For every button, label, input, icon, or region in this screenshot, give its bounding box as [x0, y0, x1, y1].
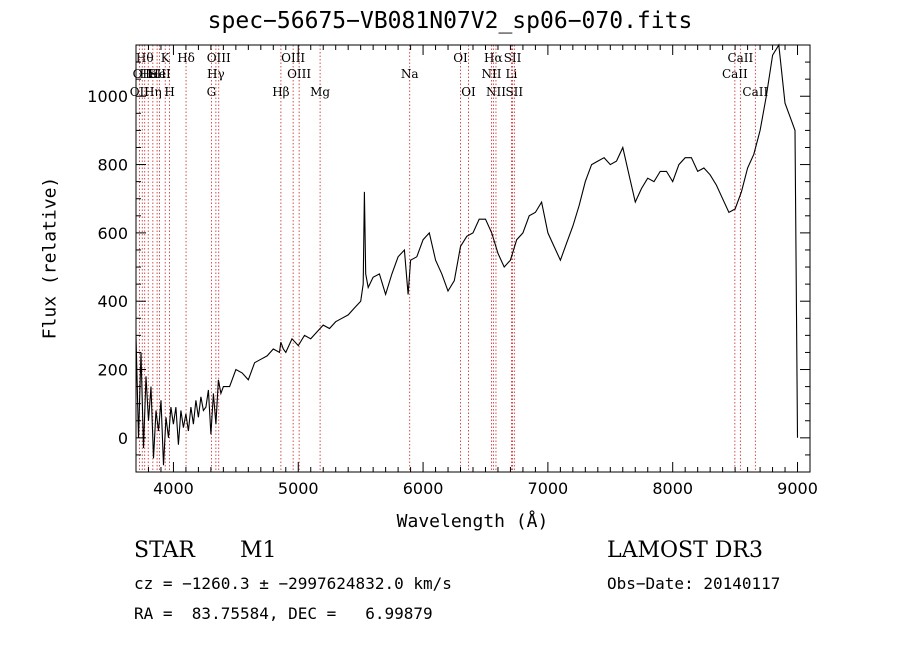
line-label-25: SII [505, 85, 523, 99]
line-label-2: Hθ [136, 51, 154, 65]
line-label-26: CaII [722, 67, 748, 81]
line-label-13: Hβ [272, 85, 289, 99]
survey-name: LAMOST DR3 [607, 538, 763, 563]
line-label-3: He [139, 67, 157, 81]
object-class: STAR [134, 538, 195, 563]
line-label-28: CaII [742, 85, 768, 99]
x-tick-label-7000: 7000 [528, 479, 569, 498]
obs-date: Obs−Date: 20140117 [607, 574, 781, 593]
line-label-23: Li [506, 67, 518, 81]
line-label-27: CaII [727, 51, 753, 65]
y-tick-label-600: 600 [97, 224, 128, 243]
redshift-text: cz = −1260.3 ± −2997624832.0 km/s [134, 574, 452, 593]
y-tick-label-1000: 1000 [87, 87, 128, 106]
line-label-17: Na [401, 67, 419, 81]
line-label-24: SII [504, 51, 522, 65]
y-axis-label: Flux (relative) [39, 176, 61, 340]
line-label-10: G [207, 85, 217, 99]
line-label-5: SII [148, 67, 166, 81]
line-label-0: OII [130, 85, 150, 99]
line-label-22: NII [486, 85, 506, 99]
line-label-18: OI [453, 51, 468, 65]
spectrum-line [135, 43, 799, 466]
emission-line-labels: OIIOIIHθHeHηSIIHeIKHHδGHγOIIIHβOIIIOIIIM… [130, 51, 769, 99]
line-label-1: OII [133, 67, 153, 81]
y-tick-label-400: 400 [97, 292, 128, 311]
line-label-11: Hγ [207, 67, 225, 81]
y-tick-label-200: 200 [97, 361, 128, 380]
emission-line-markers [138, 45, 756, 472]
axis-ticks: 4000 5000 6000 7000 8000 9000 0 200 400 600 800 100… [87, 45, 818, 498]
x-tick-label-6000: 6000 [403, 479, 444, 498]
chart-title: spec−56675−VB081N07V2_sp06−070.fits [207, 8, 693, 34]
x-tick-label-5000: 5000 [278, 479, 319, 498]
line-label-4: Hη [144, 85, 162, 99]
line-label-7: K [161, 51, 171, 65]
line-label-20: NII [481, 67, 501, 81]
x-axis-label: Wavelength (Å) [396, 511, 549, 532]
plot-frame [135, 44, 811, 473]
x-tick-label-8000: 8000 [652, 479, 693, 498]
x-tick-label-4000: 4000 [153, 479, 194, 498]
line-label-12: OIII [207, 51, 231, 65]
line-label-21: Hα [484, 51, 503, 65]
line-label-8: H [164, 85, 174, 99]
line-label-14: OIII [281, 51, 305, 65]
object-subclass: M1 [240, 538, 277, 563]
line-label-15: OIII [287, 67, 311, 81]
coordinates: RA = 83.75584, DEC = 6.99879 [134, 604, 433, 623]
line-label-6: HeI [148, 67, 171, 81]
line-label-19: OI [461, 85, 476, 99]
y-tick-label-800: 800 [97, 156, 128, 175]
line-label-16: Mg [310, 85, 330, 99]
line-label-9: Hδ [177, 51, 195, 65]
x-tick-label-9000: 9000 [777, 479, 818, 498]
y-tick-label-0: 0 [118, 429, 128, 448]
